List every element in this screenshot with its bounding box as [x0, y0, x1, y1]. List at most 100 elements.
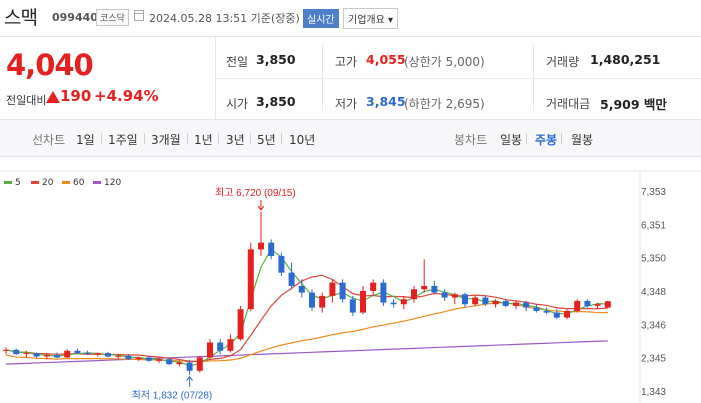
tab-10year[interactable]: 10년: [289, 133, 316, 147]
candle[interactable]: [584, 299, 591, 308]
candle[interactable]: [227, 334, 234, 353]
tab-divider: [526, 133, 527, 144]
tab-3month[interactable]: 3개월: [151, 133, 181, 147]
line-chart-title: 선차트: [32, 133, 66, 147]
candle[interactable]: [156, 358, 162, 364]
candle[interactable]: [421, 259, 428, 293]
y-tick-label: 7,353: [641, 187, 666, 198]
candle[interactable]: [64, 349, 71, 359]
tab-divider: [144, 133, 145, 144]
high-annotation: 최고 6,720 (09/15): [215, 187, 296, 199]
candle[interactable]: [74, 348, 81, 355]
tab-divider: [250, 133, 251, 144]
candle[interactable]: [339, 279, 346, 303]
candle[interactable]: [390, 299, 397, 308]
candle[interactable]: [145, 355, 152, 362]
candle[interactable]: [115, 354, 122, 360]
candle-chart-title: 봉차트: [454, 133, 488, 147]
candle[interactable]: [43, 354, 50, 360]
stock-code: 099440: [52, 11, 98, 24]
candle[interactable]: [472, 295, 479, 306]
candle[interactable]: [33, 352, 40, 359]
candle[interactable]: [360, 285, 366, 315]
candle[interactable]: [166, 357, 173, 366]
candle[interactable]: [186, 359, 193, 375]
candle[interactable]: [176, 360, 183, 367]
candle[interactable]: [411, 285, 417, 303]
tab-weekly-candle[interactable]: 주봉: [535, 133, 558, 147]
tab-monthly-candle[interactable]: 월봉: [571, 133, 594, 147]
candle[interactable]: [543, 307, 550, 315]
candle[interactable]: [604, 300, 611, 308]
candle[interactable]: [319, 292, 326, 313]
candle[interactable]: [564, 309, 570, 320]
company-overview-dropdown[interactable]: 기업개요 ▾: [343, 8, 398, 29]
tab-1day[interactable]: 1일: [76, 133, 95, 147]
candle[interactable]: [594, 302, 601, 310]
candle[interactable]: [574, 299, 581, 313]
tab-5year[interactable]: 5년: [257, 133, 276, 147]
up-triangle-icon: [46, 91, 60, 103]
candle[interactable]: [451, 292, 458, 305]
price-summary: 4,040 전일대비 190 +4.94% 전일 3,850 고가 4,055 …: [0, 37, 701, 120]
legend-ma120-swatch: [93, 181, 101, 184]
high-value: 4,055: [366, 52, 406, 67]
y-tick-label: 5,350: [641, 254, 666, 265]
candle[interactable]: [84, 350, 91, 356]
candle[interactable]: [196, 355, 203, 373]
candle[interactable]: [268, 239, 275, 260]
candle[interactable]: [553, 309, 560, 320]
candle-chart[interactable]: 7,353 6,351 5,350 4,348 3,346 2,345 1,343 최고 6…: [0, 170, 701, 403]
candle[interactable]: [217, 339, 224, 355]
candle[interactable]: [462, 292, 468, 308]
candle[interactable]: [135, 356, 142, 361]
candle[interactable]: [23, 350, 30, 358]
y-tick-label: 3,346: [641, 320, 666, 331]
candle[interactable]: [13, 348, 20, 356]
candle[interactable]: [207, 339, 213, 360]
candle[interactable]: [380, 279, 387, 306]
legend-ma60: 60: [73, 178, 85, 188]
candle[interactable]: [513, 300, 519, 310]
candle[interactable]: [288, 262, 295, 290]
tab-1year[interactable]: 1년: [194, 133, 213, 147]
candle[interactable]: [258, 212, 264, 256]
candle[interactable]: [400, 295, 407, 310]
candle[interactable]: [237, 305, 244, 341]
candle[interactable]: [492, 299, 499, 308]
candle[interactable]: [441, 289, 448, 301]
candle[interactable]: [349, 295, 356, 316]
candle[interactable]: [329, 279, 336, 303]
candle[interactable]: [370, 279, 377, 296]
candle[interactable]: [298, 279, 305, 298]
candle[interactable]: [502, 299, 509, 308]
candle[interactable]: [278, 252, 285, 276]
open-value: 3,850: [256, 94, 296, 109]
legend-ma20-swatch: [31, 181, 39, 184]
candle[interactable]: [125, 354, 132, 361]
tab-divider: [218, 133, 219, 144]
calendar-icon: [134, 10, 144, 21]
candle[interactable]: [523, 300, 530, 311]
candle[interactable]: [105, 351, 111, 358]
legend-ma60-swatch: [62, 181, 70, 184]
candle[interactable]: [309, 289, 315, 311]
low-annotation: 최저 1,832 (07/28): [132, 390, 213, 402]
tab-3year[interactable]: 3년: [226, 133, 245, 147]
candle[interactable]: [482, 295, 489, 306]
low-marker-arrowhead: [186, 375, 193, 382]
prev-close-label: 전일: [226, 55, 249, 69]
legend-ma20: 20: [42, 178, 54, 188]
candle[interactable]: [533, 304, 540, 313]
candle[interactable]: [431, 280, 438, 295]
tab-1week[interactable]: 1주일: [108, 133, 138, 147]
realtime-button[interactable]: 실시간: [303, 9, 339, 28]
tab-daily-candle[interactable]: 일봉: [500, 133, 523, 147]
candle[interactable]: [94, 352, 101, 357]
candle[interactable]: [54, 352, 60, 359]
candle[interactable]: [247, 242, 254, 311]
candle[interactable]: [3, 347, 9, 355]
stock-header: 스맥 099440 코스닥 2024.05.28 13:51 기준(장중) 실시…: [0, 0, 701, 37]
change-label: 전일대비: [6, 94, 47, 107]
upper-limit: (상한가 5,000): [404, 55, 485, 69]
